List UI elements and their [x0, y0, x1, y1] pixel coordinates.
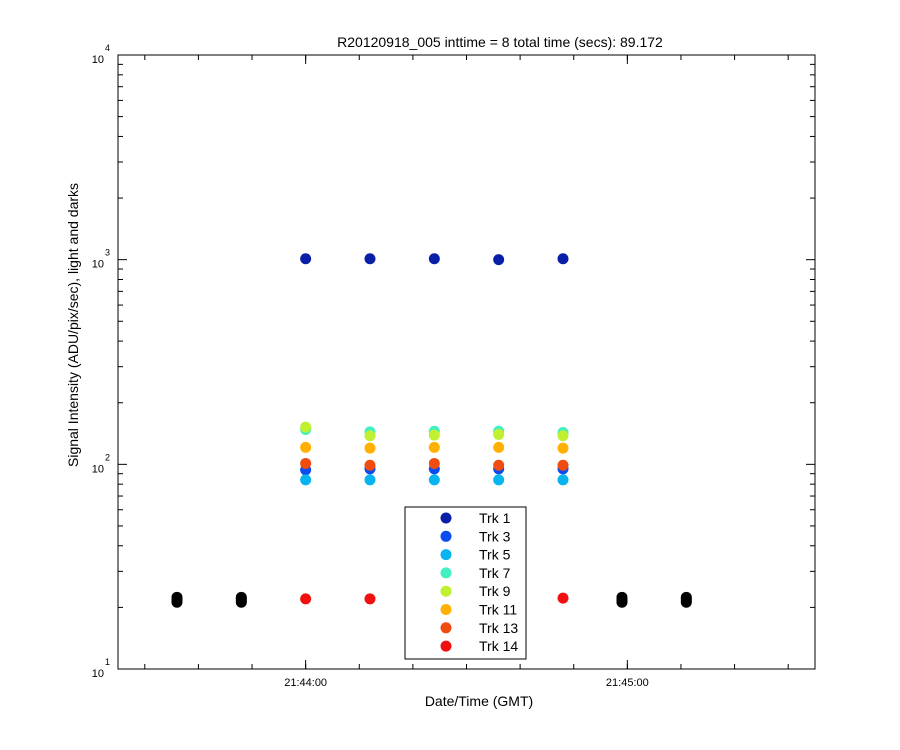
legend-marker: [440, 585, 452, 597]
y-tick-label: 10: [92, 54, 104, 66]
data-point: [300, 593, 312, 605]
legend-label: Trk 7: [479, 565, 511, 581]
y-tick-exponent: 2: [105, 452, 110, 462]
y-tick-exponent: 4: [105, 43, 110, 53]
data-point: [557, 442, 569, 454]
y-tick-label: 10: [92, 463, 104, 475]
x-tick-label: 21:44:00: [284, 677, 327, 689]
y-tick-label: 10: [92, 668, 104, 680]
data-point: [493, 254, 505, 266]
legend-marker: [440, 622, 452, 634]
data-point: [493, 428, 505, 440]
y-tick-exponent: 1: [105, 657, 110, 667]
data-point: [364, 474, 376, 486]
data-point: [300, 421, 312, 433]
chart-title: R20120918_005 inttime = 8 total time (se…: [337, 34, 663, 50]
data-point: [557, 474, 569, 486]
data-point: [557, 430, 569, 442]
data-point: [364, 253, 376, 265]
data-point: [171, 591, 183, 603]
data-point: [235, 591, 247, 603]
data-point: [300, 457, 312, 469]
legend: Trk 1 Trk 3 Trk 5 Trk 7 Trk 9 Trk 11 Trk 13 Trk…: [404, 506, 527, 660]
data-point: [364, 430, 376, 442]
data-points: [171, 253, 692, 608]
y-tick-label: 10: [92, 259, 104, 271]
data-point: [493, 459, 505, 471]
legend-marker: [440, 549, 452, 561]
data-point: [557, 459, 569, 471]
legend-label: Trk 14: [479, 638, 518, 654]
legend-label: Trk 3: [479, 528, 511, 544]
x-axis-label: Date/Time (GMT): [425, 693, 533, 709]
data-point: [428, 429, 440, 441]
data-point: [428, 457, 440, 469]
legend-label: Trk 1: [479, 510, 511, 526]
y-axis-label: Signal Intensity (ADU/pix/sec), light an…: [65, 183, 81, 467]
data-point: [300, 253, 312, 265]
data-point: [680, 591, 692, 603]
data-point: [557, 592, 569, 604]
legend-marker: [440, 512, 452, 524]
data-point: [493, 441, 505, 453]
data-point: [493, 474, 505, 486]
y-tick-exponent: 3: [105, 248, 110, 258]
tick-marks: [118, 54, 815, 670]
data-point: [300, 474, 312, 486]
data-point: [428, 253, 440, 265]
legend-label: Trk 13: [479, 620, 518, 636]
legend-box: [404, 506, 527, 660]
legend-marker: [440, 604, 452, 615]
legend-marker: [440, 530, 452, 542]
data-point: [428, 474, 440, 486]
legend-label: Trk 9: [479, 583, 511, 599]
legend-marker: [440, 567, 452, 579]
legend-label: Trk 5: [479, 547, 511, 563]
data-point: [364, 593, 376, 605]
data-point: [364, 442, 376, 454]
data-point: [300, 441, 312, 453]
data-point: [616, 591, 628, 603]
data-point: [428, 441, 440, 453]
legend-marker: [440, 640, 452, 652]
data-point: [557, 253, 569, 265]
legend-label: Trk 11: [479, 602, 517, 618]
x-tick-label: 21:45:00: [606, 677, 649, 689]
x-tick-labels: 21:44:00 21:45:00: [284, 677, 649, 689]
data-point: [364, 459, 376, 471]
